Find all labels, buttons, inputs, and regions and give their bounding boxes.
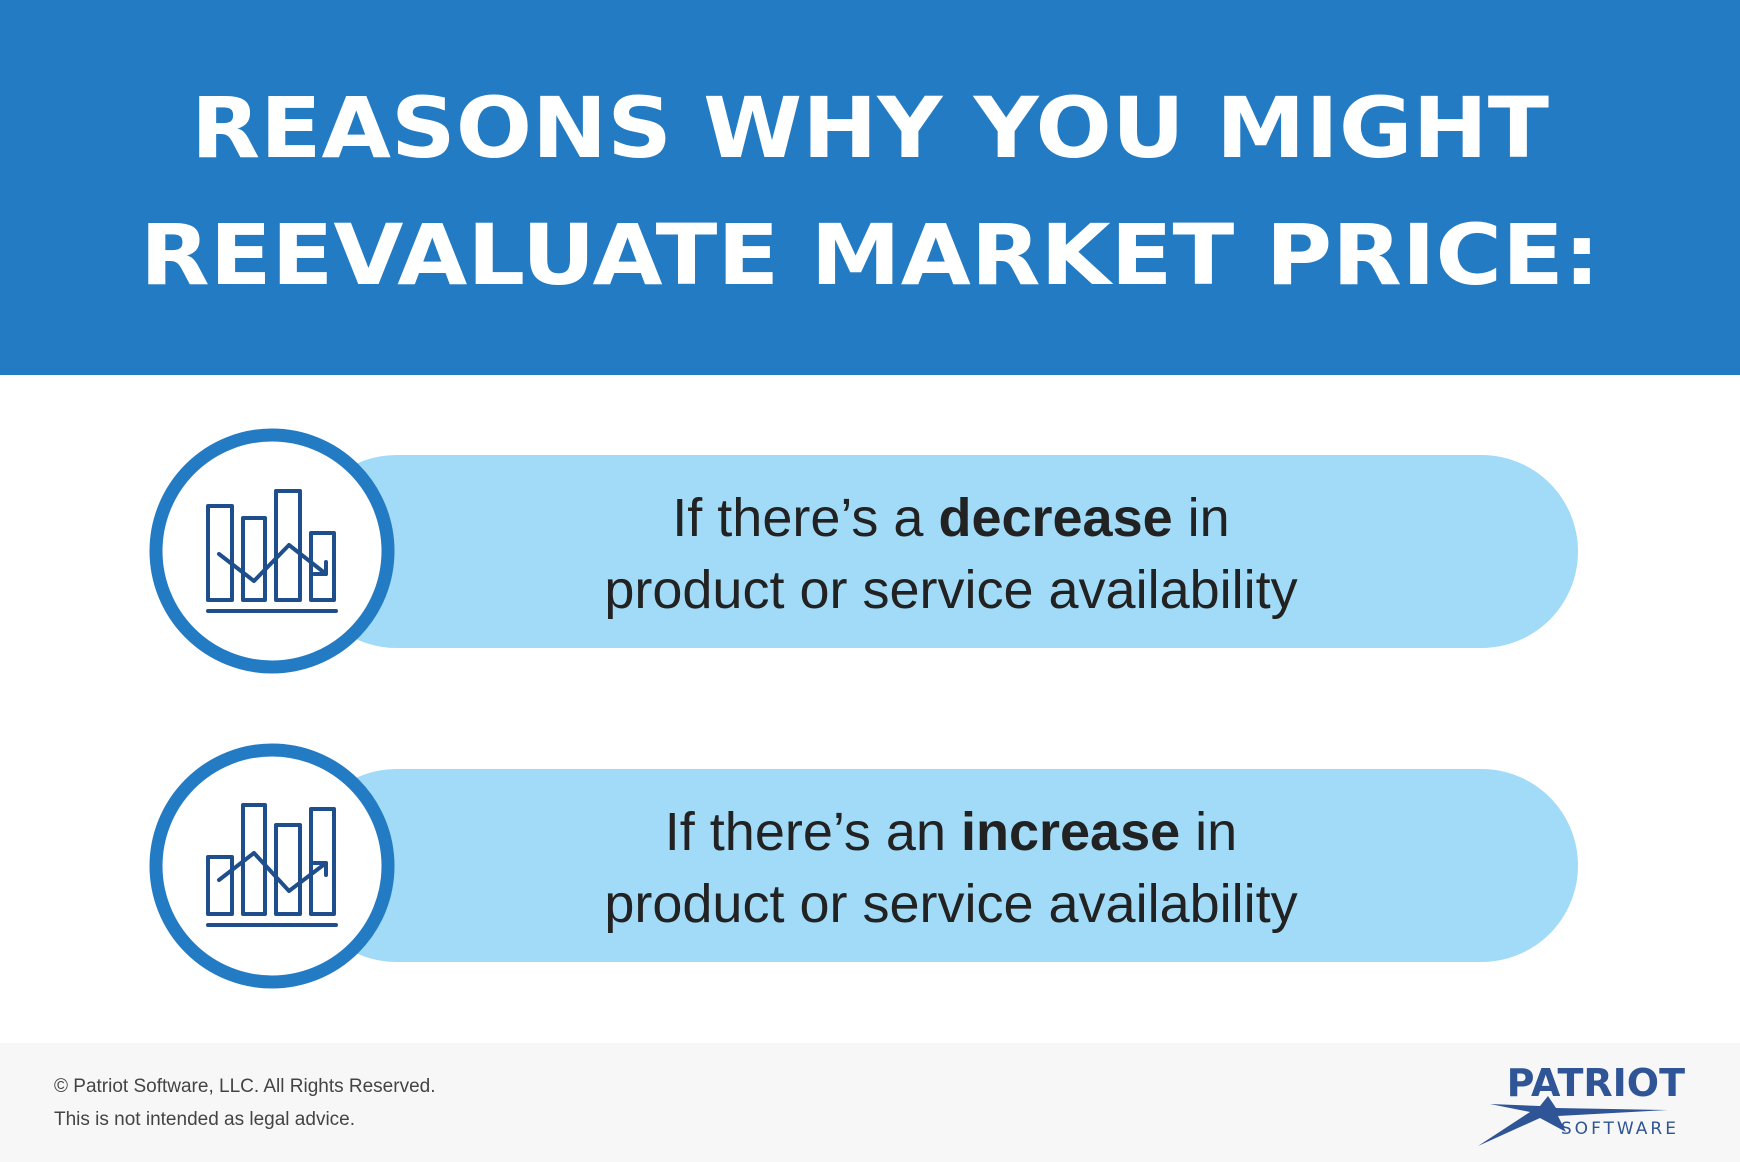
item-text: If there’s a decrease in xyxy=(672,488,1229,548)
title-line: REEVALUATE MARKET PRICE: xyxy=(140,206,1600,304)
item-icon-circle xyxy=(149,743,395,989)
header-band xyxy=(0,0,1740,375)
copyright: © Patriot Software, LLC. All Rights Rese… xyxy=(54,1076,436,1097)
item-text: If there’s an increase in xyxy=(665,802,1237,862)
item-text: product or service availability xyxy=(604,874,1297,934)
item-text-part: in xyxy=(1173,488,1230,548)
logo-sub: SOFTWARE xyxy=(1561,1119,1679,1139)
disclaimer: This is not intended as legal advice. xyxy=(54,1109,355,1130)
decrease-icon xyxy=(206,489,338,613)
item-pill xyxy=(300,455,1578,648)
item-text-part: in xyxy=(1180,802,1237,862)
item-text-part: If there’s a xyxy=(672,488,938,548)
title-line: REASONS WHY YOU MIGHT xyxy=(191,79,1549,177)
item-text-bold: decrease xyxy=(938,488,1172,548)
item-pill xyxy=(300,769,1578,962)
increase-icon xyxy=(206,803,338,927)
footer-band xyxy=(0,1043,1740,1162)
item-text: product or service availability xyxy=(604,560,1297,620)
logo-name: PATRIOT xyxy=(1507,1061,1685,1105)
item-text-part: If there’s an xyxy=(665,802,961,862)
logo-star xyxy=(1478,1096,1668,1146)
item-icon-circle xyxy=(149,428,395,674)
item-text-bold: increase xyxy=(961,802,1180,862)
